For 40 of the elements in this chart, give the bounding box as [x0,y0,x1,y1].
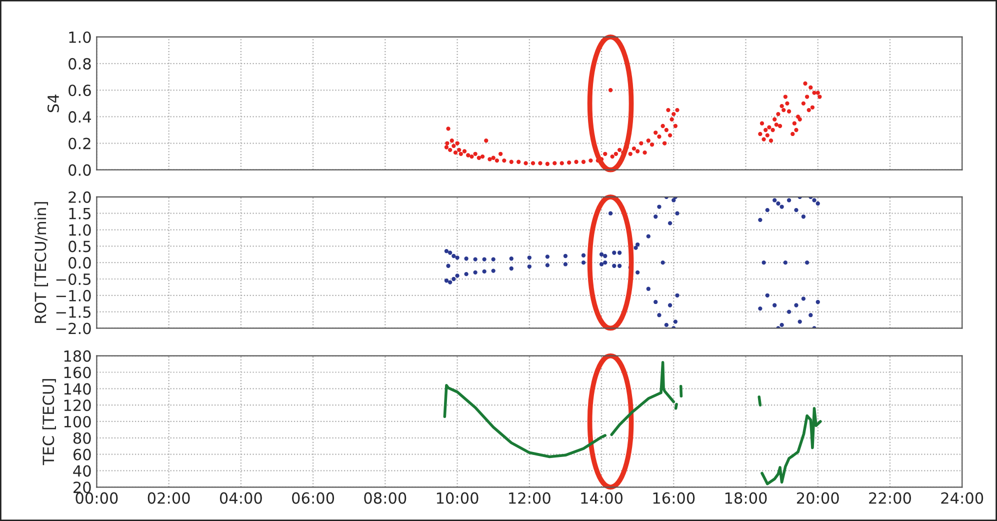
x-tick-label: 02:00 [148,492,190,504]
y-tick-label: 1.0 [69,31,91,44]
y-axis-title: S4 [47,94,60,112]
y-tick-label: 120 [64,400,91,412]
y-tick-label: 180 [64,350,91,362]
y-tick-label: 0.0 [68,257,91,269]
y-tick-label: 20 [74,482,91,494]
x-tick-label: 04:00 [220,492,262,504]
y-tick-label: 1.0 [69,224,91,236]
x-tick-label: 22:00 [869,492,911,504]
x-tick-label: 10:00 [436,492,478,504]
y-tick-label: 60 [73,448,91,460]
x-tick-label: 14:00 [581,492,623,504]
x-tick-label: 20:00 [796,492,839,504]
y-tick-label: 160 [64,366,91,378]
x-tick-label: 18:00 [725,492,767,504]
y-tick-label: −1.0 [56,290,91,302]
x-tick-label: 24:00 [941,492,984,504]
y-tick-label: −1.5 [56,306,91,318]
y-tick-label: 80 [73,432,91,444]
y-tick-label: 0.4 [68,111,91,123]
y-tick-label: 0.8 [68,58,91,70]
y-tick-label: 40 [73,465,91,477]
x-tick-label: 16:00 [653,492,695,504]
y-tick-label: 2.0 [68,191,91,203]
y-axis-title: ROT [TECU/min] [34,202,48,323]
y-tick-label: 1.5 [69,208,91,220]
x-tick-label: 12:00 [509,492,550,504]
y-tick-label: 100 [64,416,91,428]
x-tick-label: 06:00 [292,492,334,504]
y-tick-label: 140 [64,383,91,395]
y-axis-title: TEC [TECU] [42,379,56,466]
y-tick-label: −0.5 [56,273,91,286]
y-tick-label: 0.5 [68,240,91,252]
y-tick-label: −2.0 [56,322,91,334]
y-tick-label: 0.0 [68,164,91,176]
x-tick-label: 08:00 [364,492,406,504]
x-tick-label: 00:00 [76,492,118,504]
y-tick-label: 0.6 [68,84,91,96]
y-tick-label: 0.2 [68,138,90,150]
